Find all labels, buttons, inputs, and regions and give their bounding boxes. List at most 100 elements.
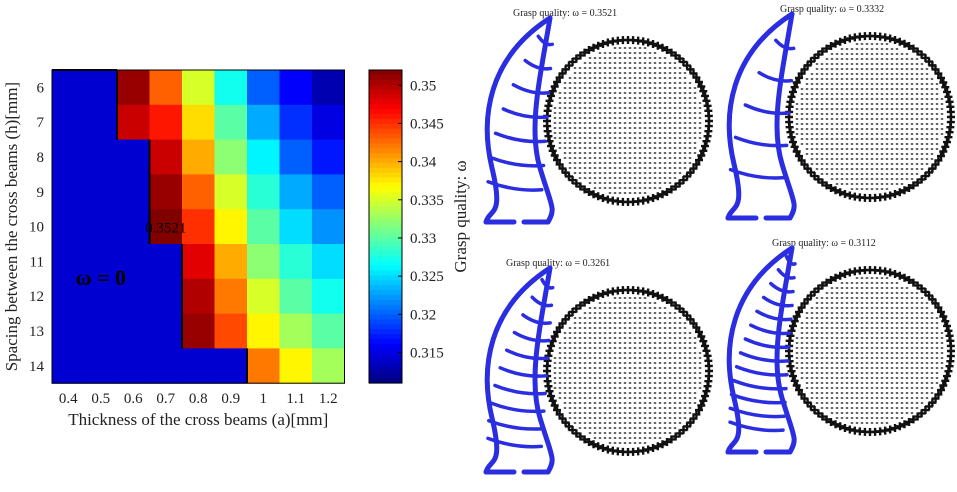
heatmap-cell (279, 244, 313, 280)
object-outline (785, 32, 955, 202)
y-tick-label: 9 (37, 185, 45, 201)
heatmap-cell (117, 278, 150, 315)
heatmap-cell (52, 209, 85, 245)
cross-beam (769, 281, 795, 294)
cross-beam (501, 107, 549, 120)
colorbar-tick-label: 0.335 (410, 193, 444, 209)
heatmap-cell (247, 278, 280, 315)
colorbar-segment (369, 314, 402, 321)
heatmap-cell (247, 104, 280, 141)
heatmap-cell (312, 70, 345, 106)
heatmap-cell (214, 278, 248, 315)
heatmap-cell (84, 244, 118, 280)
heatmap-cell (52, 174, 85, 210)
x-tick-label: 0.5 (91, 391, 110, 407)
heatmap-cell (182, 348, 215, 384)
heatmap-cell (84, 174, 118, 210)
heatmap-cell (247, 313, 280, 349)
colorbar-segment (369, 334, 402, 340)
heatmap-cell (117, 244, 150, 280)
colorbar-segment (369, 290, 402, 296)
cross-beam (511, 83, 551, 95)
cross-beam (493, 383, 547, 396)
cross-beam (731, 378, 788, 391)
x-tick-labels: 0.4 0.5 0.6 0.7 0.8 0.9 1 1.1 1.2 (59, 391, 338, 407)
object-fill (553, 47, 702, 194)
cross-beam (498, 366, 549, 378)
heatmap-cell (247, 348, 280, 384)
object-fill (795, 277, 944, 424)
heatmap-cell (117, 313, 150, 349)
colorbar-segment (369, 187, 402, 193)
colorbar-frame (368, 69, 403, 384)
colorbar-segment (369, 246, 402, 252)
grasp-quality-title: Grasp quality: ω = 0.3521 (513, 8, 618, 19)
y-tick-label: 7 (37, 115, 45, 131)
grasp-illustration (725, 11, 955, 221)
heatmap-cell (214, 313, 248, 349)
y-tick-label: 10 (29, 220, 44, 236)
y-tick-label: 11 (30, 254, 44, 270)
cross-beam (784, 254, 797, 266)
grasp-panel-top-right: Grasp quality: ω = 0.3332 (720, 4, 955, 234)
heatmap-cell (149, 244, 183, 280)
grasp-quality-title: Grasp quality: ω = 0.3261 (506, 258, 611, 269)
colorbar-segment (369, 319, 402, 325)
fin-ray-finger (483, 265, 555, 475)
heatmap-cell (84, 348, 118, 384)
y-tick-label: 14 (29, 359, 45, 375)
x-tick-label: 1.1 (286, 391, 305, 407)
cross-beam (728, 167, 787, 180)
cross-beam (504, 348, 550, 361)
colorbar-segment (369, 172, 402, 179)
heatmap-cell (312, 174, 345, 210)
colorbar-segment (369, 211, 402, 218)
colorbar-tick-label: 0.325 (410, 269, 444, 285)
plot-frame (51, 69, 345, 384)
cross-beam (743, 337, 791, 350)
colorbar-tick-labels: 0.315 0.32 0.325 0.33 0.335 0.34 0.345 0.35 (398, 78, 444, 361)
heatmap-cell (279, 104, 313, 141)
cross-beam (733, 135, 789, 148)
cross-beam (536, 34, 554, 47)
colorbar-segment (369, 221, 402, 228)
colorbar-segment (369, 329, 402, 335)
cross-beam (729, 392, 787, 405)
colorbar-segment (369, 285, 402, 291)
finger-outer-side (725, 11, 795, 221)
colorbar-segment (369, 226, 402, 232)
colorbar-segment (369, 123, 402, 130)
colorbar-segment (369, 148, 402, 154)
cross-beam (743, 103, 791, 116)
x-tick-label: 1.2 (319, 391, 338, 407)
heatmap-cell (279, 348, 313, 384)
colorbar-segment (369, 260, 402, 267)
object-fill (553, 297, 702, 444)
colorbar-segment (369, 118, 402, 125)
heatmap-cell (84, 278, 118, 315)
colorbar-segment (369, 84, 402, 91)
colorbar-segment (369, 265, 402, 272)
heatmap-cell (84, 104, 118, 141)
object-circle (785, 266, 955, 436)
colorbar-segment (369, 143, 402, 149)
colorbar-segment (369, 338, 402, 345)
colorbar-segment (369, 250, 402, 257)
colorbar-segment (369, 241, 402, 247)
heatmap-cell (149, 278, 183, 315)
y-tick-label: 8 (37, 150, 45, 166)
cross-beam (776, 267, 796, 280)
colorbar-segment (369, 299, 402, 306)
y-tick-label: 6 (37, 80, 45, 96)
colorbar-segment (369, 177, 402, 184)
finger-contact-side (532, 265, 555, 475)
colorbar-tick-label: 0.32 (410, 307, 436, 323)
colorbar-segment (369, 270, 402, 277)
cross-beam (521, 313, 552, 325)
cross-beam (487, 418, 545, 431)
heatmap-cell (52, 104, 85, 141)
x-tick-label: 0.6 (124, 391, 143, 407)
heatmap-cell (247, 244, 280, 280)
object-outline (543, 286, 713, 456)
